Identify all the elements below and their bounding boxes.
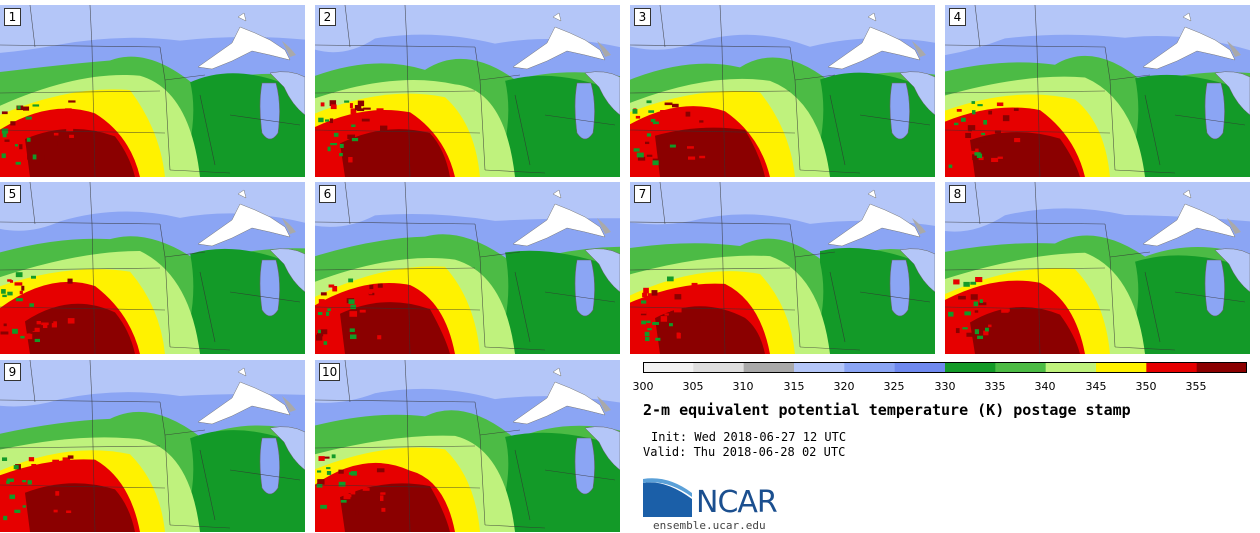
map-field <box>0 5 305 177</box>
colorbar-bin <box>1196 362 1247 373</box>
colorbar-bin <box>894 362 946 373</box>
colorbar-bin <box>1096 362 1147 373</box>
valid-time: Valid: Thu 2018-06-28 02 UTC <box>643 445 846 459</box>
member-label: 10 <box>319 363 341 381</box>
map-field <box>315 5 620 177</box>
init-time: Init: Wed 2018-06-27 12 UTC <box>651 430 847 444</box>
colorbar-tick: 305 <box>682 380 704 393</box>
colorbar-bin <box>945 362 996 373</box>
ensemble-member-panel: 2 <box>315 5 620 177</box>
map-field <box>630 5 935 177</box>
map-field <box>315 360 620 532</box>
ensemble-member-panel: 1 <box>0 5 305 177</box>
ensemble-member-panel: 9 <box>0 360 305 532</box>
colorbar-tick: 320 <box>833 380 855 393</box>
map-field <box>630 182 935 354</box>
colorbar-bin <box>1045 362 1097 373</box>
colorbar-bin <box>1146 362 1198 373</box>
map-field <box>315 182 620 354</box>
member-label: 3 <box>634 8 651 26</box>
ensemble-member-panel: 7 <box>630 182 935 354</box>
ensemble-member-panel: 3 <box>630 5 935 177</box>
colorbar-tick: 330 <box>934 380 956 393</box>
colorbar-tick: 350 <box>1135 380 1157 393</box>
member-label: 6 <box>319 185 336 203</box>
member-label: 2 <box>319 8 336 26</box>
map-field <box>0 182 305 354</box>
colorbar-bin <box>844 362 896 373</box>
ensemble-member-panel: 10 <box>315 360 620 532</box>
colorbar-bin <box>794 362 845 373</box>
colorbar-tick: 315 <box>783 380 805 393</box>
ensemble-member-panel: 4 <box>945 5 1250 177</box>
map-field <box>945 5 1250 177</box>
logo-url: ensemble.ucar.edu <box>653 519 766 532</box>
colorbar-tick: 310 <box>732 380 754 393</box>
ncar-logo-icon <box>643 478 692 517</box>
ensemble-member-panel: 6 <box>315 182 620 354</box>
colorbar-bin <box>995 362 1047 373</box>
colorbar-bin <box>643 362 694 373</box>
ensemble-member-panel: 5 <box>0 182 305 354</box>
colorbar-tick: 355 <box>1185 380 1207 393</box>
colorbar-bin <box>743 362 795 373</box>
member-label: 4 <box>949 8 966 26</box>
map-field <box>945 182 1250 354</box>
logo-wordmark: NCAR <box>696 485 778 520</box>
figure-title: 2-m equivalent potential temperature (K)… <box>643 401 1131 419</box>
colorbar-tick: 325 <box>883 380 905 393</box>
colorbar-tick: 340 <box>1034 380 1056 393</box>
colorbar-bin <box>693 362 745 373</box>
colorbar-tick: 300 <box>632 380 654 393</box>
member-label: 5 <box>4 185 21 203</box>
ensemble-member-panel: 8 <box>945 182 1250 354</box>
member-label: 7 <box>634 185 651 203</box>
member-label: 1 <box>4 8 21 26</box>
colorbar-tick: 335 <box>984 380 1006 393</box>
map-field <box>0 360 305 532</box>
colorbar <box>643 362 1247 373</box>
member-label: 8 <box>949 185 966 203</box>
colorbar-tick: 345 <box>1085 380 1107 393</box>
member-label: 9 <box>4 363 21 381</box>
